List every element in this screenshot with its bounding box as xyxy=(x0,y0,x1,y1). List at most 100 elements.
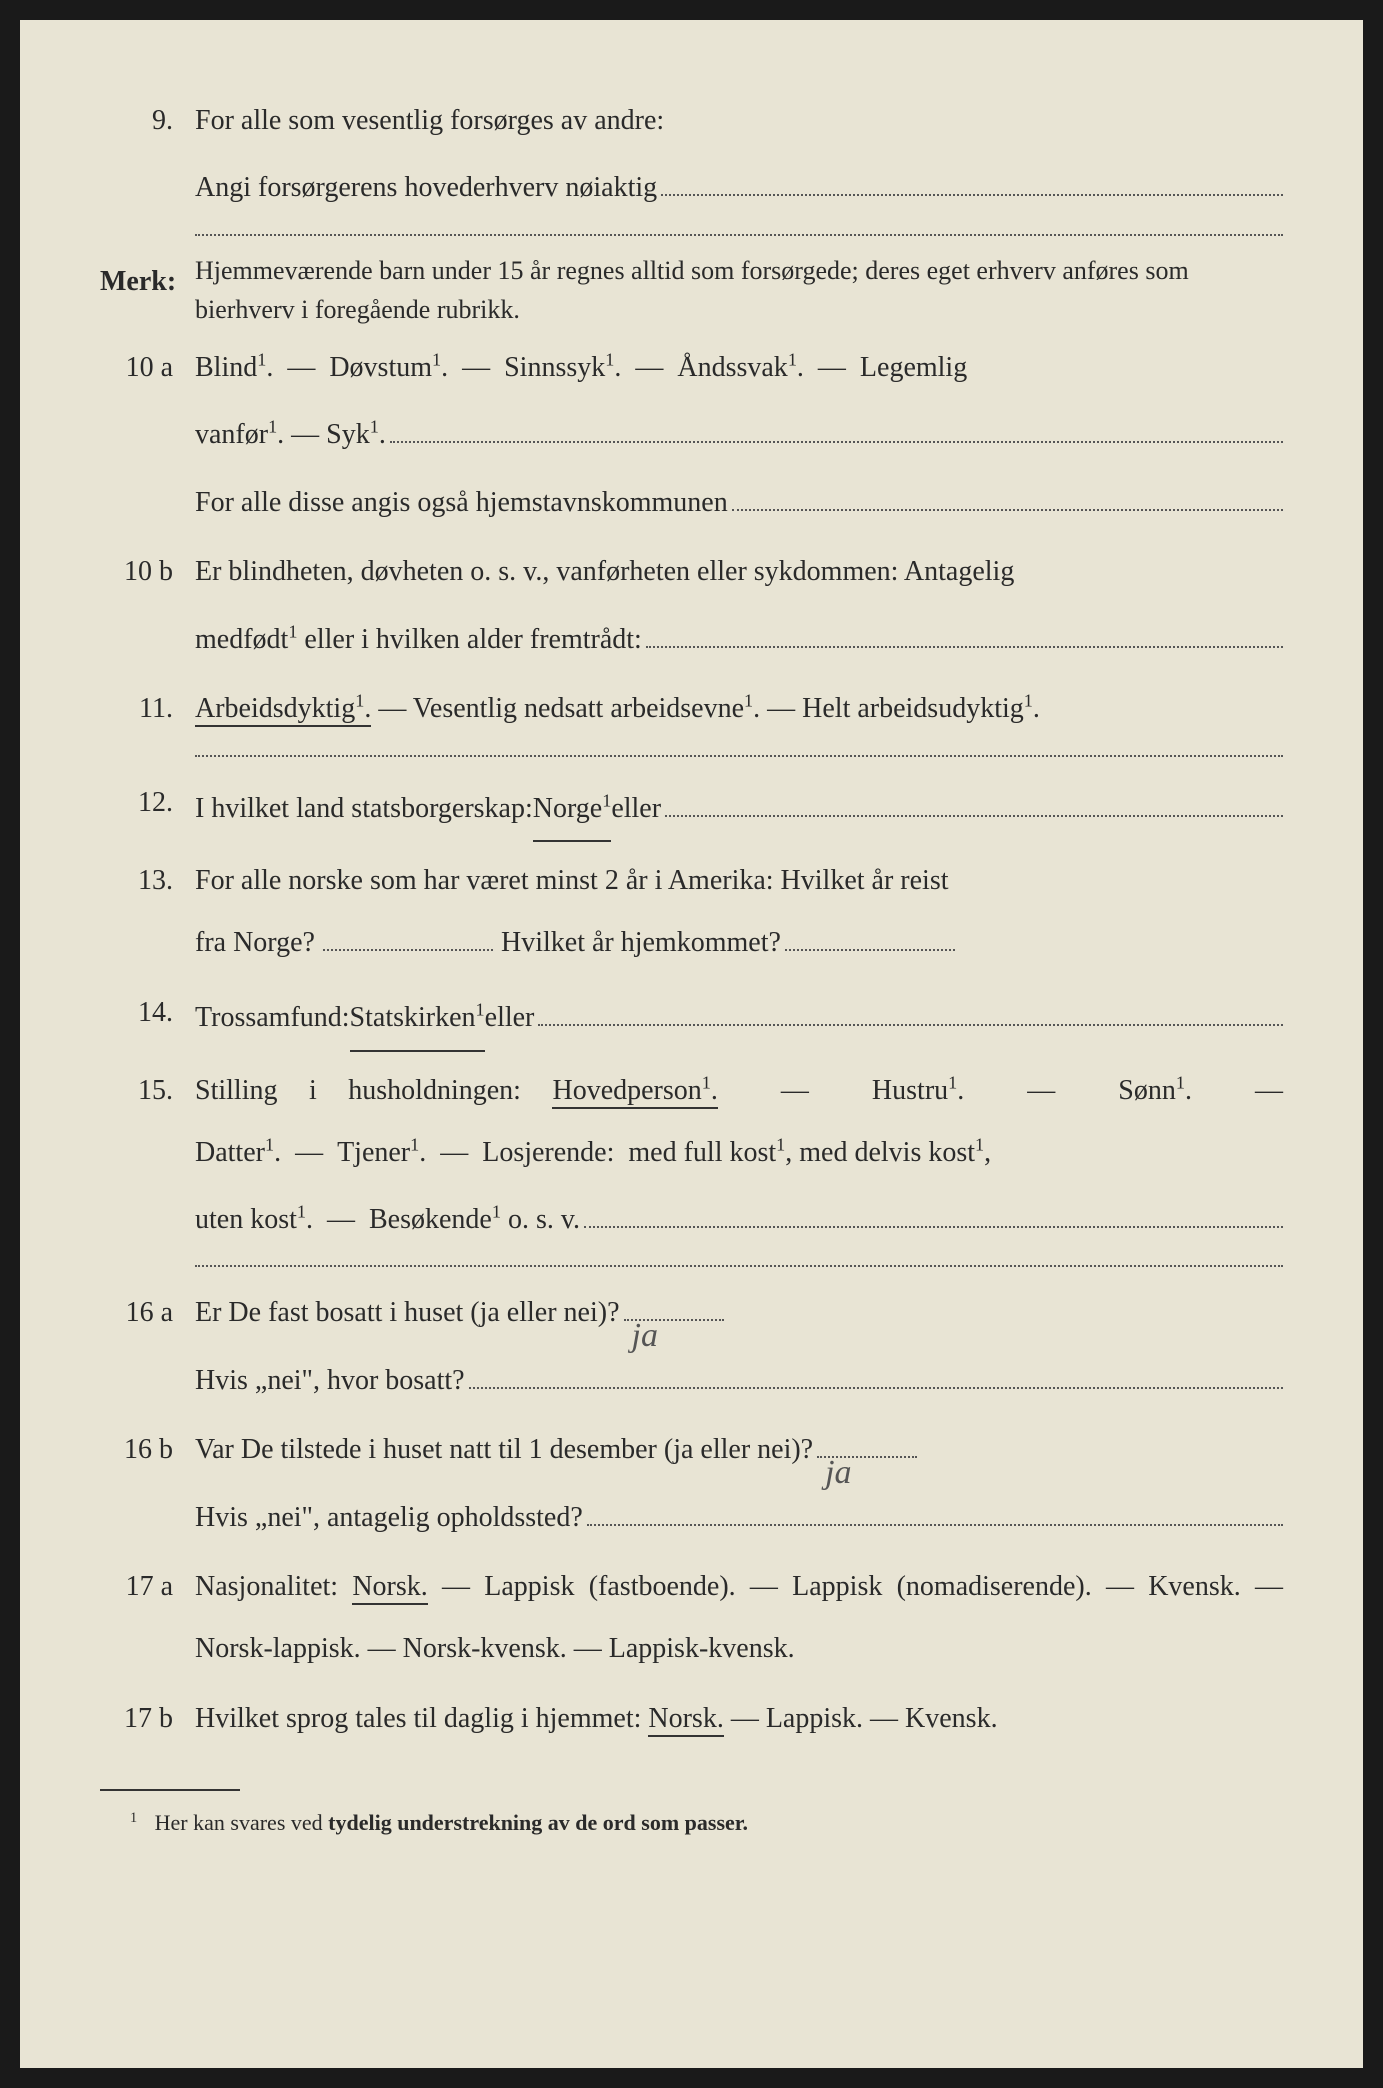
footnote-before: Her kan svares ved xyxy=(155,1810,329,1835)
q13-line2: fra Norge? Hvilket år hjemkommet? xyxy=(195,912,1283,974)
question-10b: 10 b Er blindheten, døvheten o. s. v., v… xyxy=(100,541,1283,670)
q16a-line2: Hvis „nei", hvor bosatt? xyxy=(195,1344,1283,1411)
q16a-line1: Er De fast bosatt i huset (ja eller nei)… xyxy=(195,1282,1283,1344)
q10a-line2-wrap: For alle disse angis også hjemstavnskomm… xyxy=(195,466,1283,533)
q13-fra: fra Norge? xyxy=(195,912,315,974)
fill-line xyxy=(323,949,493,951)
divider xyxy=(195,1265,1283,1267)
q14-content: Trossamfund: Statskirken1 eller xyxy=(195,982,1283,1052)
q11-opt1: Arbeidsdyktig1. xyxy=(195,693,371,727)
q16a-content: Er De fast bosatt i huset (ja eller nei)… xyxy=(195,1282,1283,1411)
q9-line2: Angi forsørgerens hovederhverv nøiaktig xyxy=(195,157,657,219)
q11-content: Arbeidsdyktig1. — Vesentlig nedsatt arbe… xyxy=(195,678,1283,740)
q15-lastline: uten kost1. — Besøkende1 o. s. v. xyxy=(195,1183,1283,1250)
q10b-line1: Er blindheten, døvheten o. s. v., vanfør… xyxy=(195,541,1283,603)
question-14: 14. Trossamfund: Statskirken1 eller xyxy=(100,982,1283,1052)
question-12: 12. I hvilket land statsborgerskap: Norg… xyxy=(100,772,1283,842)
fill-line xyxy=(390,399,1283,444)
q13-hjem: Hvilket år hjemkommet? xyxy=(501,912,781,974)
q17a-before: Nasjonalitet: xyxy=(195,1571,352,1602)
q16a-number: 16 a xyxy=(100,1282,195,1411)
q10b-number: 10 b xyxy=(100,541,195,670)
q16b-line1: Var De tilstede i huset natt til 1 desem… xyxy=(195,1419,1283,1481)
q12-number: 12. xyxy=(100,772,195,842)
q14-underlined: Statskirken1 xyxy=(350,987,485,1052)
q16a-answer: ja xyxy=(632,1299,658,1374)
q10a-line2: For alle disse angis også hjemstavnskomm… xyxy=(195,472,728,534)
fill-line xyxy=(646,603,1283,648)
q15-number: 15. xyxy=(100,1060,195,1251)
q12-underlined: Norge1 xyxy=(533,778,612,843)
fill-line xyxy=(732,466,1283,511)
q15-underlined: Hovedperson1. xyxy=(552,1075,717,1109)
footnote-marker: 1 xyxy=(130,1810,137,1826)
q17a-number: 17 a xyxy=(100,1556,195,1679)
q12-content: I hvilket land statsborgerskap: Norge1 e… xyxy=(195,772,1283,842)
fill-line xyxy=(538,982,1283,1027)
question-17a: 17 a Nasjonalitet: Norsk. — Lappisk (fas… xyxy=(100,1556,1283,1679)
q16b-q2: Hvis „nei", antagelig opholdssted? xyxy=(195,1487,583,1549)
fill-line xyxy=(587,1481,1283,1526)
q15-content: Stilling i husholdningen: Hovedperson1. … xyxy=(195,1060,1283,1251)
fill-line: ja xyxy=(624,1319,724,1321)
fill-line: ja xyxy=(817,1456,917,1458)
question-13: 13. For alle norske som har været minst … xyxy=(100,850,1283,973)
question-11: 11. Arbeidsdyktig1. — Vesentlig nedsatt … xyxy=(100,678,1283,740)
q9-line2-wrap: Angi forsørgerens hovederhverv nøiaktig xyxy=(195,152,1283,219)
merk-note: Merk: Hjemmeværende barn under 15 år reg… xyxy=(100,251,1283,329)
q16b-line2: Hvis „nei", antagelig opholdssted? xyxy=(195,1481,1283,1548)
q13-content: For alle norske som har været minst 2 år… xyxy=(195,850,1283,973)
document-page: 9. For alle som vesentlig forsørges av a… xyxy=(20,20,1363,2068)
q13-number: 13. xyxy=(100,850,195,973)
merk-label: Merk: xyxy=(100,251,195,329)
q9-number: 9. xyxy=(100,90,195,219)
footnote-rule xyxy=(100,1789,240,1791)
q12-after: eller xyxy=(611,778,661,840)
q16b-content: Var De tilstede i huset natt til 1 desem… xyxy=(195,1419,1283,1548)
divider xyxy=(195,234,1283,236)
merk-text: Hjemmeværende barn under 15 år regnes al… xyxy=(195,251,1283,329)
q10b-line2: medfødt1 eller i hvilken alder fremtrådt… xyxy=(195,609,642,671)
fill-line xyxy=(785,949,955,951)
q16b-number: 16 b xyxy=(100,1419,195,1548)
q14-text: Trossamfund: xyxy=(195,987,350,1049)
footnote-bold: tydelig understrekning av de ord som pas… xyxy=(328,1810,748,1835)
q17b-before: Hvilket sprog tales til daglig i hjemmet… xyxy=(195,1703,648,1734)
q9-content: For alle som vesentlig forsørges av andr… xyxy=(195,90,1283,219)
question-16b: 16 b Var De tilstede i huset natt til 1 … xyxy=(100,1419,1283,1548)
q15-before: Stilling i husholdningen: xyxy=(195,1075,552,1106)
question-15: 15. Stilling i husholdningen: Hovedperso… xyxy=(100,1060,1283,1251)
q11-number: 11. xyxy=(100,678,195,740)
q17a-underlined: Norsk. xyxy=(352,1571,427,1605)
q10a-content: Blind1. — Døvstum1. — Sinnssyk1. — Åndss… xyxy=(195,337,1283,533)
q17b-underlined: Norsk. xyxy=(648,1703,723,1737)
q17a-content: Nasjonalitet: Norsk. — Lappisk (fastboen… xyxy=(195,1556,1283,1679)
q10a-options-line: Blind1. — Døvstum1. — Sinnssyk1. — Åndss… xyxy=(195,337,1283,399)
q16b-answer: ja xyxy=(825,1436,851,1511)
q17b-number: 17 b xyxy=(100,1688,195,1750)
divider xyxy=(195,755,1283,757)
fill-line xyxy=(665,772,1283,817)
footnote: 1 Her kan svares ved tydelig understrekn… xyxy=(100,1799,1283,1847)
q10a-options-line2: vanfør1. — Syk1. xyxy=(195,399,1283,466)
q11-opt2: — Vesentlig nedsatt arbeidsevne1. — Helt… xyxy=(378,693,1040,724)
question-17b: 17 b Hvilket sprog tales til daglig i hj… xyxy=(100,1688,1283,1750)
q17b-content: Hvilket sprog tales til daglig i hjemmet… xyxy=(195,1688,1283,1750)
fill-line xyxy=(661,152,1283,197)
question-16a: 16 a Er De fast bosatt i huset (ja eller… xyxy=(100,1282,1283,1411)
q14-after: eller xyxy=(485,987,535,1049)
q14-number: 14. xyxy=(100,982,195,1052)
q10b-line2-wrap: medfødt1 eller i hvilken alder fremtrådt… xyxy=(195,603,1283,670)
q13-line1: For alle norske som har været minst 2 år… xyxy=(195,850,1283,912)
q10a-options-cont: vanfør1. — Syk1. xyxy=(195,404,386,466)
q9-line1: For alle som vesentlig forsørges av andr… xyxy=(195,90,1283,152)
fill-line xyxy=(469,1344,1283,1389)
fill-line xyxy=(584,1183,1283,1228)
q12-text: I hvilket land statsborgerskap: xyxy=(195,778,533,840)
question-9: 9. For alle som vesentlig forsørges av a… xyxy=(100,90,1283,219)
q10a-options: Blind1. — Døvstum1. — Sinnssyk1. — Åndss… xyxy=(195,337,967,399)
q10a-number: 10 a xyxy=(100,337,195,533)
q16a-q2: Hvis „nei", hvor bosatt? xyxy=(195,1350,465,1412)
q16b-q1: Var De tilstede i huset natt til 1 desem… xyxy=(195,1419,813,1481)
q15-rest2: uten kost1. — Besøkende1 o. s. v. xyxy=(195,1189,580,1251)
